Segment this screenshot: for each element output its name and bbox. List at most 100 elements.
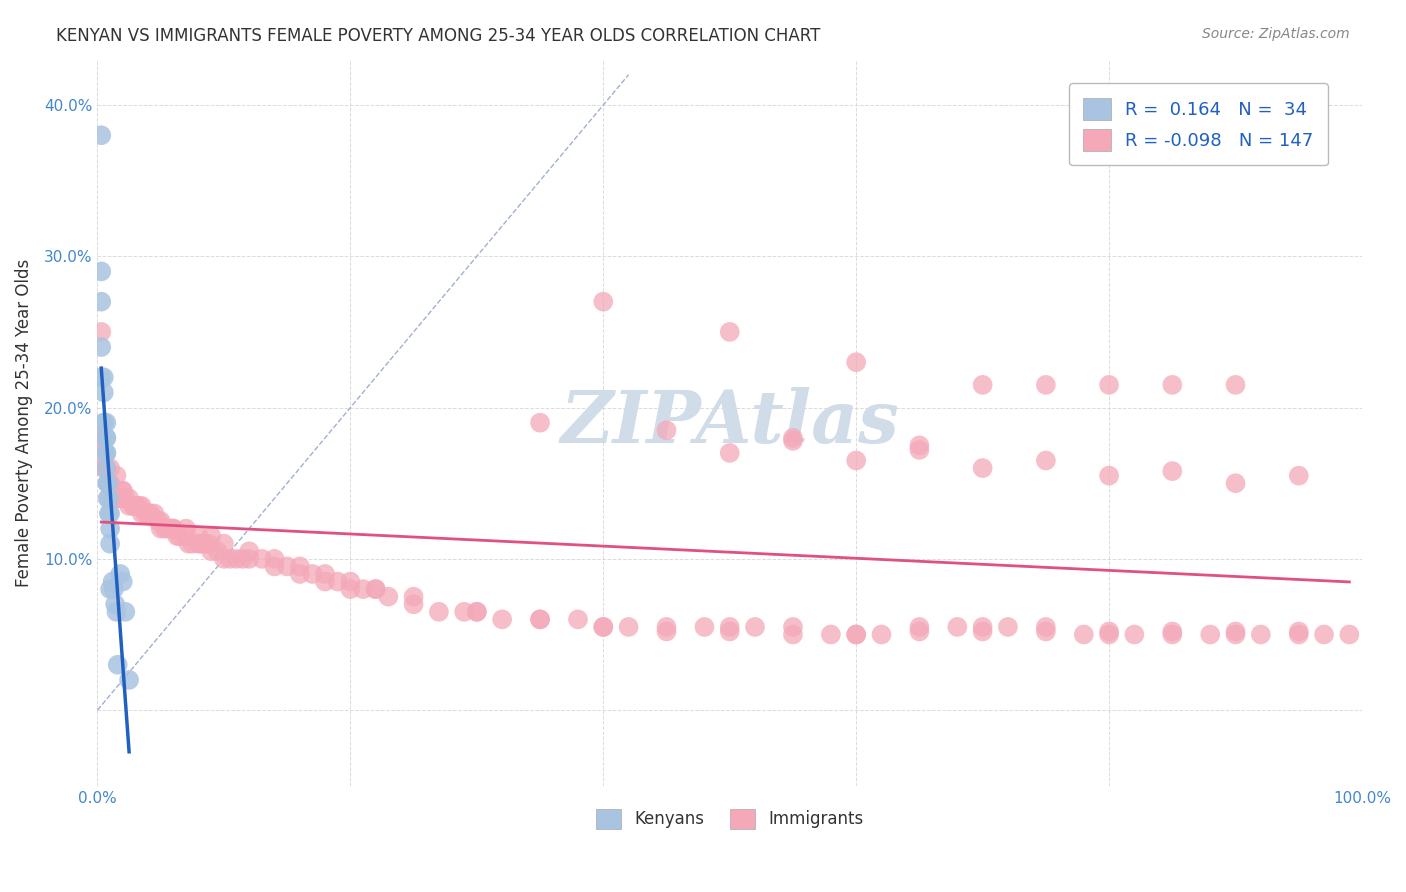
Point	[94, 461, 117, 475]
Point	[118, 499, 141, 513]
Point	[1288, 624, 1310, 639]
Point	[96, 431, 118, 445]
Point	[174, 522, 197, 536]
Point	[97, 507, 120, 521]
Point	[617, 620, 640, 634]
Point	[194, 537, 217, 551]
Point	[364, 582, 387, 596]
Point	[200, 544, 222, 558]
Point	[97, 476, 120, 491]
Point	[96, 446, 118, 460]
Point	[1035, 453, 1057, 467]
Point	[105, 605, 128, 619]
Point	[592, 620, 614, 634]
Point	[118, 491, 141, 506]
Point	[159, 522, 181, 536]
Point	[225, 552, 247, 566]
Point	[946, 620, 969, 634]
Point	[90, 264, 112, 278]
Point	[1161, 624, 1184, 639]
Point	[101, 491, 124, 506]
Text: Source: ZipAtlas.com: Source: ZipAtlas.com	[1202, 27, 1350, 41]
Point	[111, 483, 134, 498]
Point	[98, 537, 121, 551]
Point	[491, 612, 513, 626]
Point	[190, 537, 212, 551]
Point	[103, 582, 125, 596]
Point	[845, 453, 868, 467]
Point	[1225, 377, 1247, 392]
Point	[655, 423, 678, 437]
Point	[96, 461, 118, 475]
Point	[90, 340, 112, 354]
Point	[98, 522, 121, 536]
Point	[97, 476, 120, 491]
Point	[567, 612, 589, 626]
Point	[845, 355, 868, 369]
Point	[655, 624, 678, 639]
Point	[90, 128, 112, 143]
Point	[1098, 468, 1121, 483]
Point	[845, 627, 868, 641]
Point	[1098, 624, 1121, 639]
Point	[111, 574, 134, 589]
Point	[96, 461, 118, 475]
Point	[352, 582, 374, 596]
Point	[250, 552, 273, 566]
Point	[1313, 627, 1336, 641]
Point	[90, 431, 112, 445]
Point	[1225, 476, 1247, 491]
Point	[135, 507, 157, 521]
Point	[908, 442, 931, 457]
Point	[1073, 627, 1095, 641]
Point	[212, 537, 235, 551]
Point	[870, 627, 893, 641]
Point	[1225, 624, 1247, 639]
Point	[169, 529, 191, 543]
Point	[93, 446, 115, 460]
Point	[339, 582, 361, 596]
Point	[122, 499, 145, 513]
Point	[1161, 377, 1184, 392]
Point	[326, 574, 349, 589]
Point	[529, 612, 551, 626]
Point	[110, 491, 132, 506]
Point	[93, 461, 115, 475]
Point	[263, 559, 285, 574]
Point	[128, 499, 150, 513]
Point	[718, 325, 741, 339]
Point	[98, 476, 121, 491]
Point	[997, 620, 1019, 634]
Point	[1225, 627, 1247, 641]
Point	[782, 627, 804, 641]
Point	[845, 627, 868, 641]
Point	[143, 507, 166, 521]
Point	[529, 612, 551, 626]
Point	[97, 491, 120, 506]
Point	[149, 514, 172, 528]
Point	[181, 537, 204, 551]
Point	[402, 590, 425, 604]
Point	[453, 605, 475, 619]
Point	[93, 385, 115, 400]
Point	[1339, 627, 1361, 641]
Point	[153, 522, 176, 536]
Point	[103, 491, 125, 506]
Point	[718, 624, 741, 639]
Point	[364, 582, 387, 596]
Point	[820, 627, 842, 641]
Point	[1161, 464, 1184, 478]
Point	[972, 461, 994, 475]
Point	[90, 325, 112, 339]
Point	[1035, 624, 1057, 639]
Point	[465, 605, 488, 619]
Point	[232, 552, 254, 566]
Point	[1250, 627, 1272, 641]
Point	[908, 620, 931, 634]
Point	[1123, 627, 1146, 641]
Point	[97, 476, 120, 491]
Point	[339, 574, 361, 589]
Point	[156, 522, 179, 536]
Point	[110, 566, 132, 581]
Point	[1098, 377, 1121, 392]
